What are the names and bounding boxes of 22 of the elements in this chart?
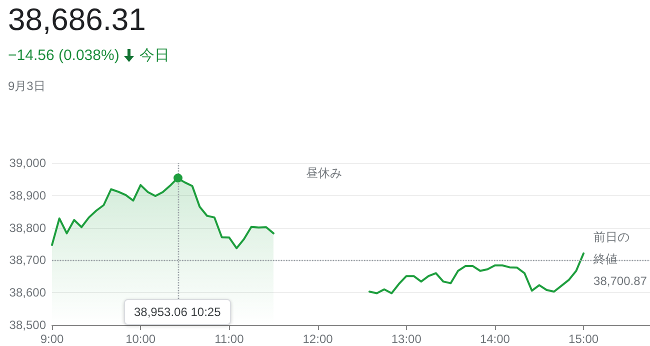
x-tick-label: 9:00 [40,332,64,346]
x-tick-label: 15:00 [568,332,599,346]
x-tick-label: 14:00 [480,332,510,346]
y-tick-label: 38,800 [9,220,46,235]
text: 今日 [139,46,170,65]
chart-subtitle: −14.56 (0.038%) [8,47,120,64]
x-tick-label: 11:00 [214,332,244,346]
y-tick-label: 38,500 [9,318,46,332]
annotation: 38,700.87 [594,272,647,290]
y-tick-label: 38,900 [9,188,46,202]
y-tick-label: 38,700 [9,253,46,268]
x-tick-label: 13:00 [391,332,422,346]
x-tick-label: 10:00 [126,332,156,346]
ref-line-label: 前日の終値 [594,228,631,268]
y-tick-label: 38,600 [9,286,46,300]
x-tick-label: 12:00 [302,332,334,346]
line-series [368,252,585,294]
annotation: 38,953.06 10:25 [124,299,231,325]
text: 9月3日 [8,78,46,95]
chart-title: 38,686.31 [8,2,146,38]
annotation: 昼休み [306,165,342,182]
y-tick-label: 39,000 [9,156,46,170]
